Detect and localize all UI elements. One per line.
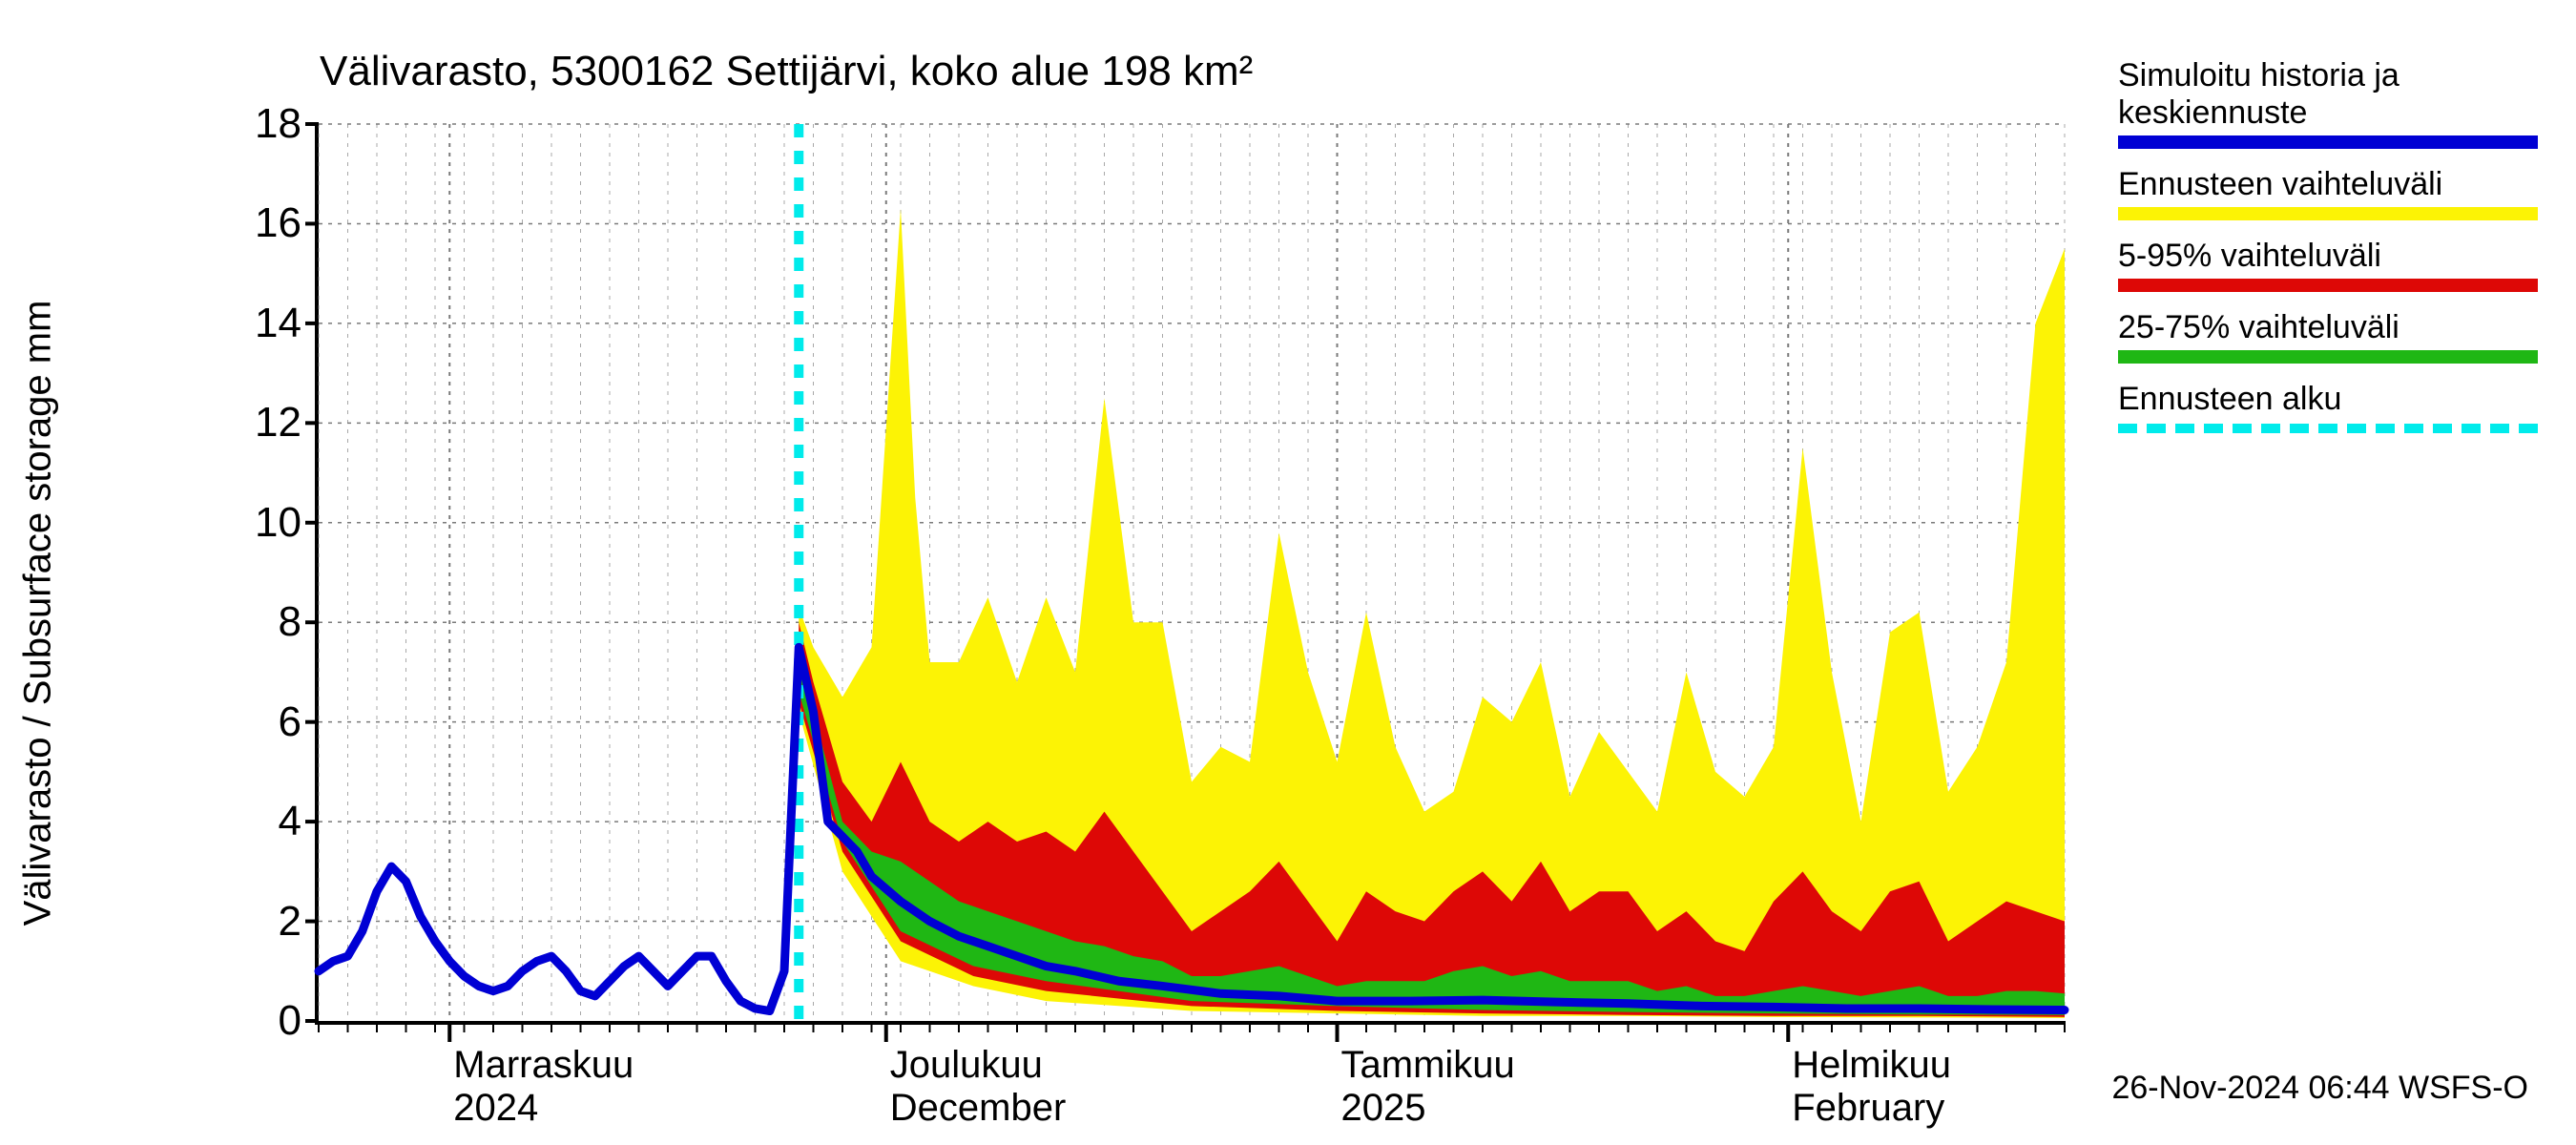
legend-label: Ennusteen alku <box>2118 381 2538 418</box>
legend-entry-blue: Simuloitu historia ja keskiennuste <box>2118 57 2538 149</box>
y-tick-label: 18 <box>255 100 319 148</box>
legend-entry-yellow: Ennusteen vaihteluväli <box>2118 166 2538 220</box>
legend-entry-cyan: Ennusteen alku <box>2118 381 2538 433</box>
legend-label: 25-75% vaihteluväli <box>2118 309 2538 346</box>
legend-swatch <box>2118 207 2538 220</box>
legend-entry-red: 5-95% vaihteluväli <box>2118 238 2538 292</box>
y-tick-label: 10 <box>255 499 319 547</box>
footer-timestamp: 26-Nov-2024 06:44 WSFS-O <box>2111 1070 2528 1107</box>
chart-root: Välivarasto, 5300162 Settijärvi, koko al… <box>0 0 2576 1145</box>
y-tick-label: 6 <box>279 698 319 746</box>
plot-svg <box>319 124 2065 1021</box>
legend: Simuloitu historia ja keskiennuste Ennus… <box>2118 57 2538 450</box>
legend-label: Simuloitu historia ja <box>2118 57 2538 94</box>
x-month-label: JoulukuuDecember <box>890 1044 1067 1130</box>
legend-swatch <box>2118 350 2538 364</box>
y-tick-label: 2 <box>279 898 319 946</box>
legend-swatch <box>2118 279 2538 292</box>
y-tick-label: 0 <box>279 997 319 1045</box>
legend-label: Ennusteen vaihteluväli <box>2118 166 2538 203</box>
plot-area: 024681012141618 <box>315 124 2065 1025</box>
legend-swatch <box>2118 135 2538 149</box>
legend-swatch <box>2118 424 2538 433</box>
y-tick-label: 4 <box>279 798 319 845</box>
legend-label: 5-95% vaihteluväli <box>2118 238 2538 275</box>
legend-entry-green: 25-75% vaihteluväli <box>2118 309 2538 364</box>
x-month-label: Tammikuu2025 <box>1341 1044 1515 1130</box>
y-tick-label: 8 <box>279 598 319 646</box>
y-tick-label: 14 <box>255 300 319 347</box>
y-tick-label: 12 <box>255 399 319 447</box>
chart-title: Välivarasto, 5300162 Settijärvi, koko al… <box>320 48 1253 95</box>
y-axis-label: Välivarasto / Subsurface storage mm <box>17 301 60 926</box>
y-tick-label: 16 <box>255 199 319 247</box>
legend-label: keskiennuste <box>2118 94 2538 132</box>
x-month-label: HelmikuuFebruary <box>1792 1044 1951 1130</box>
x-month-label: Marraskuu2024 <box>453 1044 634 1130</box>
